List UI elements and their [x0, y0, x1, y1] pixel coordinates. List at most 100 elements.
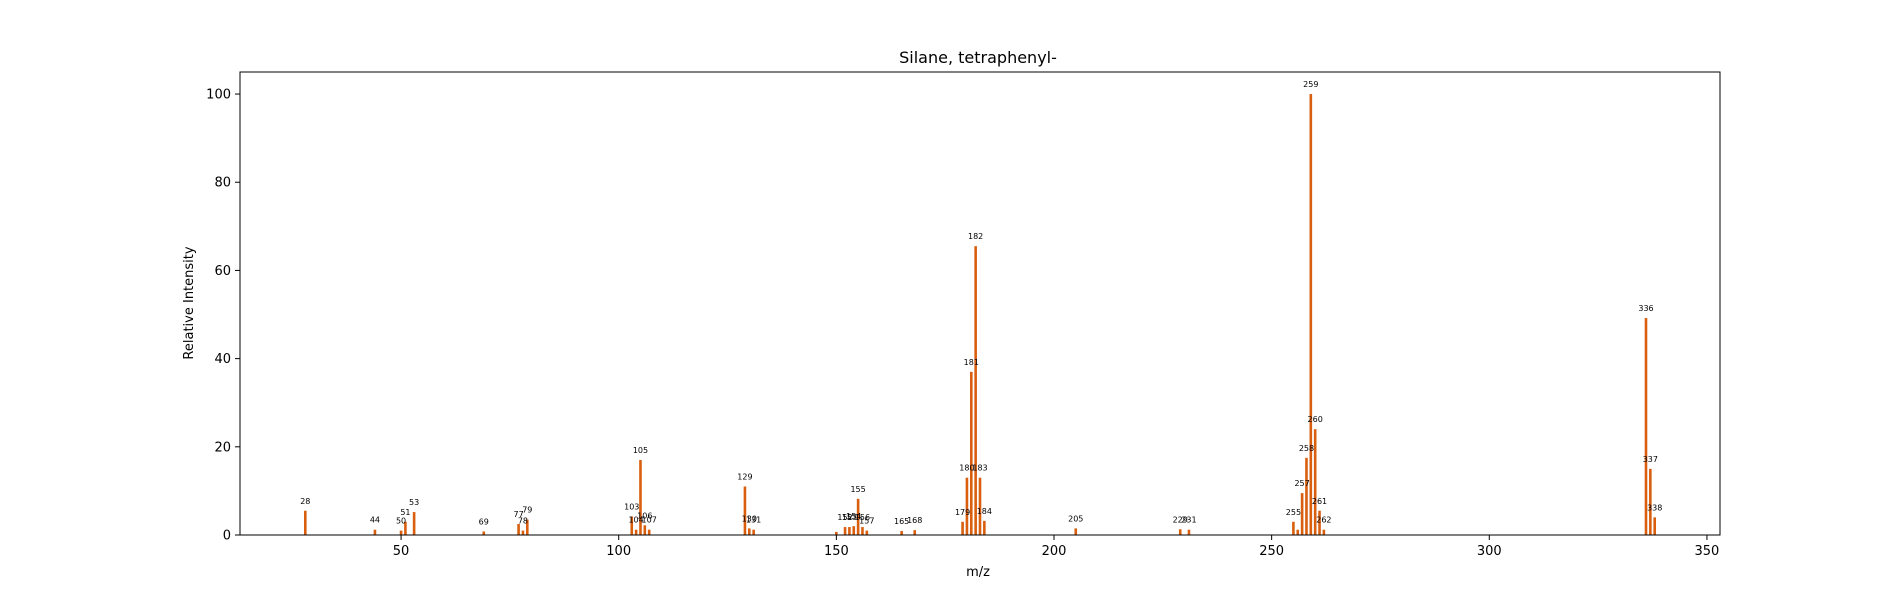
- peak-bar-44: [373, 529, 377, 535]
- peak-bar-183: [978, 477, 982, 535]
- peak-label-258: 258: [1299, 444, 1314, 453]
- peak-bar-256: [1296, 529, 1300, 535]
- peak-bar-154: [852, 526, 856, 535]
- peak-bar-182: [974, 246, 977, 535]
- peak-bar-184: [983, 520, 986, 535]
- y-axis: 0 20 40 60 80 100: [206, 88, 240, 544]
- y-tick-label-100: 100: [206, 88, 231, 103]
- peak-label-168: 168: [907, 516, 922, 525]
- peak-label-182: 182: [968, 232, 983, 241]
- peak-label-77: 77: [513, 510, 523, 519]
- peak-label-79: 79: [522, 506, 532, 515]
- peak-bar-150: [835, 531, 838, 535]
- peak-bar-156: [861, 527, 864, 535]
- peak-label-257: 257: [1294, 479, 1309, 488]
- peak-bar-105: [639, 460, 642, 535]
- peak-bar-104: [634, 529, 638, 535]
- peak-bar-69: [482, 531, 486, 535]
- peak-label-28: 28: [300, 497, 310, 506]
- x-tick-label-350: 350: [1695, 544, 1720, 559]
- x-tick-label-300: 300: [1477, 544, 1502, 559]
- peak-bar-231: [1187, 529, 1191, 535]
- peak-label-106: 106: [637, 511, 652, 520]
- peak-bar-153: [848, 527, 851, 535]
- peak-label-338: 338: [1647, 503, 1662, 512]
- peak-label-157: 157: [859, 517, 874, 526]
- x-tick-label-250: 250: [1259, 544, 1284, 559]
- peak-label-183: 183: [972, 464, 987, 473]
- peak-bar-131: [752, 529, 755, 535]
- peak-bar-262: [1322, 529, 1326, 535]
- peak-label-104: 104: [628, 516, 643, 525]
- peak-label-44: 44: [370, 516, 380, 525]
- peak-label-259: 259: [1303, 80, 1318, 89]
- peak-bar-106: [643, 525, 647, 535]
- peak-label-155: 155: [850, 485, 865, 494]
- peak-bar-53: [412, 512, 416, 535]
- x-tick-label-100: 100: [606, 544, 631, 559]
- peak-label-107: 107: [642, 516, 657, 525]
- peak-bar-103: [630, 516, 634, 535]
- peak-label-131: 131: [746, 516, 761, 525]
- peak-label-229: 229: [1173, 515, 1188, 524]
- peak-label-205: 205: [1068, 514, 1083, 523]
- peak-label-78: 78: [518, 517, 528, 526]
- peak-bar-260: [1313, 429, 1317, 535]
- x-tick-label-150: 150: [824, 544, 849, 559]
- peak-label-261: 261: [1312, 497, 1327, 506]
- peak-bar-181: [969, 371, 973, 535]
- y-tick-label-60: 60: [214, 264, 231, 279]
- y-tick-label-40: 40: [214, 352, 231, 367]
- plot-frame: [239, 71, 1721, 536]
- peak-label-51: 51: [400, 508, 410, 517]
- peak-bar-179: [961, 521, 964, 535]
- peak-bar-157: [865, 530, 869, 535]
- peak-label-50: 50: [396, 517, 406, 526]
- peak-bar-336: [1644, 318, 1648, 535]
- peak-label-336: 336: [1638, 304, 1653, 313]
- y-tick-label-20: 20: [214, 440, 231, 455]
- peak-label-153: 153: [842, 513, 857, 522]
- y-tick-label-80: 80: [214, 176, 231, 191]
- peak-bar-229: [1178, 529, 1182, 535]
- peak-bar-155: [856, 498, 860, 535]
- y-tick-label-0: 0: [223, 529, 231, 544]
- peak-bar-168: [913, 530, 917, 535]
- chart-title: Silane, tetraphenyl-: [899, 48, 1057, 67]
- peak-bar-28: [303, 510, 307, 535]
- peak-bar-255: [1292, 521, 1295, 535]
- peak-label-165: 165: [894, 517, 909, 526]
- x-axis-title: m/z: [966, 565, 990, 580]
- peak-bar-180: [965, 477, 969, 535]
- peak-label-103: 103: [624, 502, 639, 511]
- peak-label-129: 129: [737, 473, 752, 482]
- peak-label-53: 53: [409, 498, 419, 507]
- peak-label-154: 154: [846, 512, 861, 521]
- peak-bar-205: [1074, 528, 1078, 535]
- peak-bar-51: [404, 521, 407, 535]
- x-axis: 50 100 150 200 250 300 350: [393, 535, 1720, 559]
- peak-label-69: 69: [479, 517, 489, 526]
- peak-label-152: 152: [837, 513, 852, 522]
- peak-bar-107: [647, 529, 651, 535]
- peak-label-231: 231: [1181, 516, 1196, 525]
- peak-label-255: 255: [1286, 508, 1301, 517]
- peak-label-105: 105: [633, 446, 648, 455]
- peak-bar-337: [1649, 468, 1652, 535]
- peak-bar-130: [747, 528, 751, 535]
- peak-bar-79: [525, 519, 529, 535]
- peak-label-262: 262: [1316, 516, 1331, 525]
- peak-bar-257: [1300, 493, 1304, 535]
- peak-label-260: 260: [1308, 415, 1323, 424]
- peak-label-337: 337: [1643, 455, 1658, 464]
- peak-label-179: 179: [955, 508, 970, 517]
- peak-bar-152: [843, 527, 847, 535]
- peak-bar-259: [1309, 94, 1313, 536]
- peak-bar-78: [521, 530, 525, 535]
- bar-series: [303, 94, 1657, 536]
- peak-bar-129: [743, 486, 747, 535]
- peak-bar-258: [1305, 457, 1308, 535]
- y-axis-title: Relative Intensity: [182, 246, 197, 359]
